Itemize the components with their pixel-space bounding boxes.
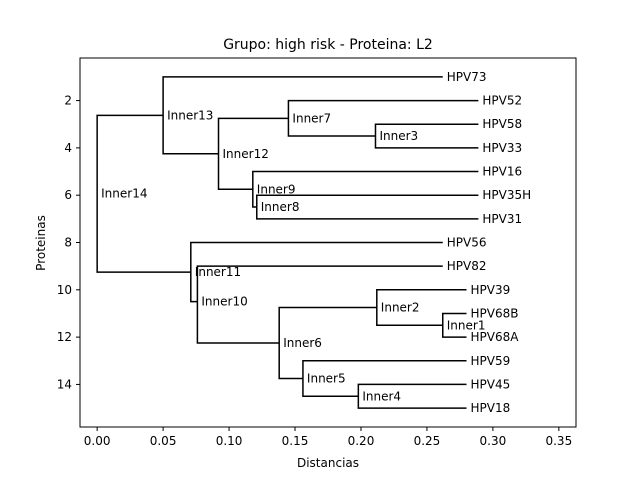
- tree-layer: [96, 76, 479, 409]
- x-axis-label: Distancias: [297, 456, 359, 470]
- branch-inner14: [96, 114, 191, 273]
- leaf-label-hpv35h: HPV35H: [482, 188, 531, 202]
- leaf-label-hpv31: HPV31: [482, 212, 522, 226]
- branch-inner1: [442, 312, 467, 338]
- leaf-label-hpv45: HPV45: [471, 377, 511, 391]
- label-layer: Inner1 Inner2 Inner3 Inner4 Inner5 Inner6 Inne…: [101, 70, 531, 415]
- x-tick-label-3: 0.15: [282, 434, 309, 448]
- x-tick-label-0: 0.00: [84, 434, 111, 448]
- leaf-label-hpv68b: HPV68B: [471, 306, 519, 320]
- x-tick-label-1: 0.05: [150, 434, 177, 448]
- y-tick-label-2: 6: [64, 188, 72, 202]
- y-tick-label-3: 8: [64, 236, 72, 250]
- branch-inner7: [287, 99, 479, 137]
- branch-inner11: [190, 241, 443, 303]
- leaf-label-hpv56: HPV56: [447, 236, 487, 250]
- branch-inner10: [196, 265, 443, 344]
- node-label-inner14: Inner14: [101, 187, 147, 201]
- x-tick-label-5: 0.25: [414, 434, 441, 448]
- leaf-label-hpv39: HPV39: [471, 283, 511, 297]
- node-label-inner10: Inner10: [201, 295, 247, 309]
- node-label-inner4: Inner4: [362, 389, 401, 403]
- branch-inner8: [256, 194, 479, 220]
- leaf-label-hpv59: HPV59: [471, 354, 511, 368]
- y-tick-label-1: 4: [64, 141, 72, 155]
- node-label-inner7: Inner7: [292, 111, 331, 125]
- leaf-label-hpv16: HPV16: [482, 165, 522, 179]
- x-tick-label-2: 0.10: [216, 434, 243, 448]
- leaf-label-hpv52: HPV52: [482, 94, 522, 108]
- leaf-label-hpv18: HPV18: [471, 401, 511, 415]
- node-label-inner11: Inner11: [195, 265, 241, 279]
- y-tick-label-0: 2: [64, 94, 72, 108]
- x-tick-label-4: 0.20: [348, 434, 375, 448]
- leaf-label-hpv82: HPV82: [447, 259, 487, 273]
- node-label-inner6: Inner6: [283, 336, 322, 350]
- leaf-label-hpv68a: HPV68A: [471, 330, 520, 344]
- y-axis-label: Proteinas: [34, 215, 48, 271]
- branch-inner9: [252, 170, 479, 208]
- node-label-inner3: Inner3: [379, 129, 418, 143]
- y-tick-label-5: 12: [57, 330, 72, 344]
- x-tick-label-7: 0.35: [545, 434, 572, 448]
- node-label-inner5: Inner5: [307, 372, 346, 386]
- node-label-inner13: Inner13: [167, 108, 213, 122]
- branch-inner2: [376, 289, 467, 327]
- node-label-inner8: Inner8: [261, 200, 300, 214]
- y-axis: 2 4 6 8 10 12 14: [57, 94, 80, 391]
- branch-inner12: [217, 117, 289, 191]
- node-label-inner12: Inner12: [223, 147, 269, 161]
- x-tick-label-6: 0.30: [480, 434, 507, 448]
- node-label-inner9: Inner9: [257, 182, 296, 196]
- y-tick-label-4: 10: [57, 283, 72, 297]
- chart-title: Grupo: high risk - Proteina: L2: [223, 37, 433, 53]
- leaf-label-hpv33: HPV33: [482, 141, 522, 155]
- node-label-inner2: Inner2: [381, 301, 420, 315]
- y-tick-label-6: 14: [57, 377, 72, 391]
- x-axis: 0.00 0.05 0.10 0.15 0.20 0.25 0.30 0.35: [84, 427, 572, 448]
- leaf-label-hpv58: HPV58: [482, 117, 522, 131]
- node-label-inner1: Inner1: [447, 318, 486, 332]
- leaf-label-hpv73: HPV73: [447, 70, 487, 84]
